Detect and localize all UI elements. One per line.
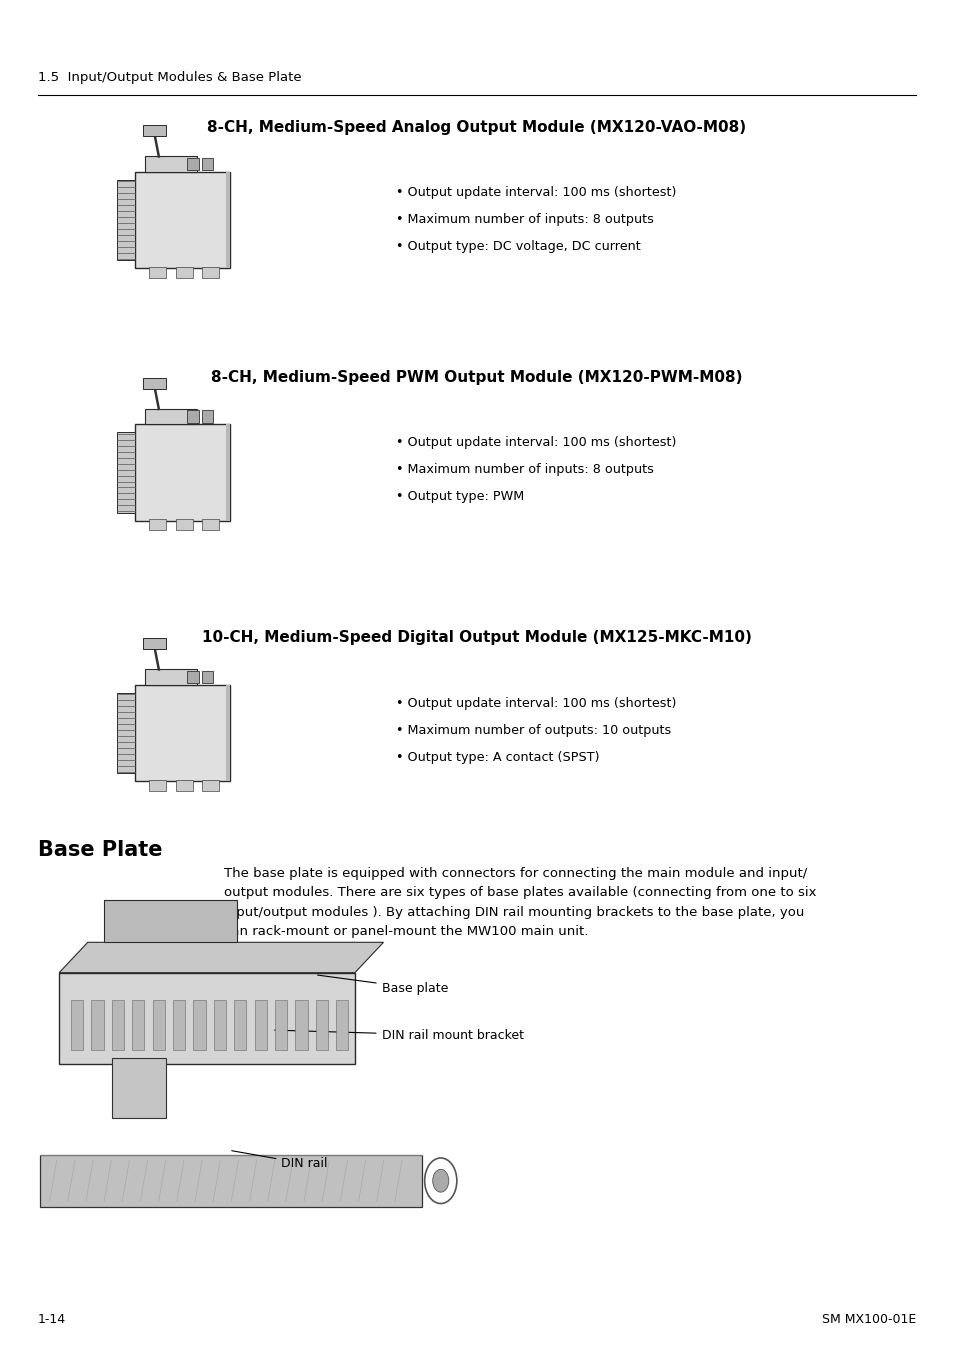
Text: DIN rail mount bracket: DIN rail mount bracket: [274, 1029, 523, 1042]
Text: Base plate: Base plate: [317, 975, 448, 995]
Bar: [226, 684, 230, 782]
Text: SM MX100-01E: SM MX100-01E: [821, 1312, 915, 1326]
Bar: [175, 267, 193, 278]
Bar: [193, 1000, 206, 1050]
Bar: [152, 1000, 165, 1050]
Bar: [59, 972, 355, 1064]
Bar: [112, 1058, 166, 1118]
Bar: [213, 1000, 226, 1050]
Text: • Output update interval: 100 ms (shortest): • Output update interval: 100 ms (shorte…: [395, 436, 676, 450]
Text: 8-CH, Medium-Speed Analog Output Module (MX120-VAO-M08): 8-CH, Medium-Speed Analog Output Module …: [207, 120, 746, 135]
Bar: [187, 410, 198, 423]
Bar: [335, 1000, 348, 1050]
Polygon shape: [59, 942, 383, 972]
Bar: [117, 693, 135, 774]
Bar: [142, 126, 166, 136]
Bar: [172, 1000, 185, 1050]
Bar: [150, 267, 166, 278]
Bar: [295, 1000, 307, 1050]
Text: 1.5  Input/Output Modules & Base Plate: 1.5 Input/Output Modules & Base Plate: [38, 70, 301, 84]
Text: 1-14: 1-14: [38, 1312, 66, 1326]
Bar: [150, 780, 166, 791]
Text: • Maximum number of outputs: 10 outputs: • Maximum number of outputs: 10 outputs: [395, 724, 671, 737]
Bar: [187, 158, 198, 170]
Bar: [40, 1154, 421, 1207]
Bar: [175, 520, 193, 531]
Bar: [226, 171, 230, 269]
Bar: [234, 1000, 246, 1050]
Bar: [202, 780, 219, 791]
Text: The base plate is equipped with connectors for connecting the main module and in: The base plate is equipped with connecto…: [224, 867, 816, 938]
Bar: [142, 639, 166, 649]
Bar: [135, 424, 230, 521]
Text: • Output type: DC voltage, DC current: • Output type: DC voltage, DC current: [395, 240, 640, 254]
Bar: [117, 432, 135, 513]
Bar: [202, 520, 219, 531]
Bar: [71, 1000, 83, 1050]
Bar: [226, 424, 230, 521]
Bar: [117, 180, 135, 261]
Bar: [315, 1000, 328, 1050]
Text: Base Plate: Base Plate: [38, 840, 163, 860]
Bar: [145, 409, 196, 424]
Bar: [145, 670, 196, 684]
Text: • Output update interval: 100 ms (shortest): • Output update interval: 100 ms (shorte…: [395, 697, 676, 710]
Bar: [254, 1000, 267, 1050]
Text: • Output type: PWM: • Output type: PWM: [395, 490, 523, 504]
Bar: [202, 267, 219, 278]
Bar: [112, 1000, 124, 1050]
Bar: [201, 410, 213, 423]
Bar: [274, 1000, 287, 1050]
Bar: [135, 171, 230, 269]
Text: DIN rail: DIN rail: [232, 1150, 328, 1170]
Bar: [187, 671, 198, 683]
Text: • Maximum number of inputs: 8 outputs: • Maximum number of inputs: 8 outputs: [395, 463, 653, 477]
Bar: [132, 1000, 144, 1050]
Bar: [145, 157, 196, 171]
Bar: [103, 899, 236, 942]
Bar: [150, 520, 166, 531]
Bar: [201, 158, 213, 170]
Circle shape: [433, 1169, 448, 1192]
Text: • Output type: A contact (SPST): • Output type: A contact (SPST): [395, 751, 598, 764]
Bar: [135, 684, 230, 782]
Bar: [142, 378, 166, 389]
Text: • Output update interval: 100 ms (shortest): • Output update interval: 100 ms (shorte…: [395, 186, 676, 200]
Text: 10-CH, Medium-Speed Digital Output Module (MX125-MKC-M10): 10-CH, Medium-Speed Digital Output Modul…: [202, 630, 751, 645]
Bar: [201, 671, 213, 683]
Bar: [91, 1000, 104, 1050]
Bar: [175, 780, 193, 791]
Text: • Maximum number of inputs: 8 outputs: • Maximum number of inputs: 8 outputs: [395, 213, 653, 227]
Text: 8-CH, Medium-Speed PWM Output Module (MX120-PWM-M08): 8-CH, Medium-Speed PWM Output Module (MX…: [211, 370, 742, 385]
